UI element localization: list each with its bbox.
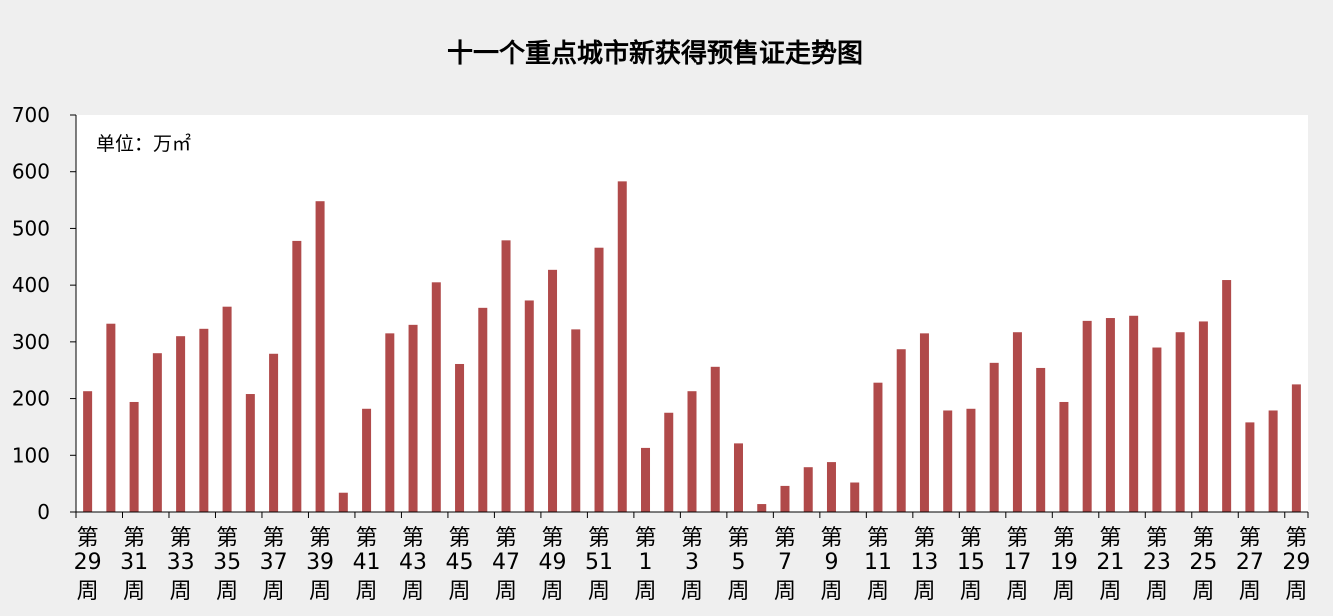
y-tick-label: 100	[12, 443, 50, 467]
y-axis: 0 100 200 300 400 500 600 700	[12, 103, 77, 524]
bar-第32周	[152, 353, 162, 512]
bar-第9周	[826, 462, 836, 512]
bar-第37周	[269, 353, 279, 512]
bar-第11周	[873, 382, 883, 512]
bar-第51周	[594, 247, 604, 512]
x-tick-label: 第 39 周	[306, 526, 334, 604]
y-tick-label: 0	[37, 500, 50, 524]
bar-第42周	[385, 333, 395, 512]
bar-第13周	[919, 333, 929, 512]
x-tick-label: 第 25 周	[1189, 526, 1217, 604]
bar-第26周	[1222, 280, 1232, 512]
y-tick-label: 700	[12, 103, 50, 127]
x-tick-label: 第 13 周	[910, 526, 938, 604]
bar-第44周	[431, 282, 441, 512]
bar-第6周	[757, 504, 767, 512]
y-tick-label: 500	[12, 216, 50, 240]
x-tick-label: 第 37 周	[260, 526, 288, 604]
bar-第1周	[641, 447, 651, 512]
bar-第27周	[1245, 422, 1255, 512]
bar-第33周	[176, 336, 186, 512]
bar-第30周	[106, 323, 116, 512]
x-tick-label: 第 45 周	[446, 526, 474, 604]
bar-第46周	[478, 307, 488, 512]
bar-第23周	[1152, 347, 1162, 512]
bar-第25周	[1198, 321, 1208, 512]
bar-第41周	[362, 408, 372, 512]
bar-第20周	[1082, 320, 1092, 512]
y-tick-label: 600	[12, 160, 50, 184]
bar-第47周	[501, 240, 511, 512]
x-axis: 第 29 周第 31 周第 33 周第 35 周第 37 周第 39 周第 41 周第 43 周第 45 周第 47 周…	[74, 511, 1310, 604]
bar-第2周	[664, 412, 674, 512]
x-tick-label: 第 41 周	[353, 526, 381, 604]
bar-第14周	[943, 410, 953, 512]
bar-第12周	[896, 349, 906, 512]
bar-第43周	[408, 324, 418, 512]
bar-第15周	[966, 408, 976, 512]
bar-第36周	[245, 394, 255, 512]
bar-第29周	[1291, 384, 1301, 512]
bar-第19周	[1059, 401, 1069, 512]
bar-第22周	[1129, 315, 1139, 512]
bar-第5周	[733, 443, 743, 512]
bar-第4周	[710, 366, 720, 512]
chart-title: 十一个重点城市新获得预售证走势图	[447, 38, 863, 69]
bar-第10周	[850, 482, 860, 512]
x-tick-label: 第 31 周	[120, 526, 148, 604]
x-tick-label: 第 21 周	[1096, 526, 1124, 604]
bar-第48周	[524, 300, 534, 512]
bar-第28周	[1268, 410, 1278, 512]
y-tick-label: 300	[12, 330, 50, 354]
x-tick-label: 第 43 周	[399, 526, 427, 604]
x-tick-label: 第 49 周	[539, 526, 567, 604]
bar-第24周	[1175, 332, 1185, 512]
bar-第8周	[803, 467, 813, 512]
bar-第34周	[199, 328, 209, 512]
bar-第39周	[315, 201, 325, 512]
bar-第40周	[338, 492, 348, 512]
x-tick-label: 第 23 周	[1143, 526, 1171, 604]
y-tick-label: 200	[12, 387, 50, 411]
x-tick-label: 第 19 周	[1050, 526, 1078, 604]
x-tick-label: 第 15 周	[957, 526, 985, 604]
x-tick-label: 第 27 周	[1236, 526, 1264, 604]
bar-第38周	[292, 240, 302, 512]
bar-第35周	[222, 306, 232, 512]
bar-第45周	[455, 363, 465, 512]
y-tick-label: 400	[12, 273, 50, 297]
x-tick-label: 第 33 周	[167, 526, 195, 604]
bar-第16周	[989, 362, 999, 512]
x-tick-label: 第 47 周	[492, 526, 520, 604]
bar-第31周	[129, 401, 139, 512]
unit-label: 单位：万㎡	[96, 132, 191, 155]
bar-第3周	[687, 391, 697, 512]
bars-group	[83, 181, 1301, 513]
bar-第29周	[83, 391, 93, 512]
bar-第49周	[548, 269, 558, 512]
bar-第7周	[780, 485, 790, 512]
x-tick-label: 第 35 周	[213, 526, 241, 604]
x-tick-label: 第 29 周	[1282, 526, 1310, 604]
bar-第17周	[1012, 332, 1022, 512]
bar-第52周	[617, 181, 627, 513]
bar-第18周	[1036, 367, 1046, 512]
x-tick-label: 第 17 周	[1003, 526, 1031, 604]
x-tick-label: 第 11 周	[864, 526, 892, 604]
bar-第21周	[1105, 318, 1115, 512]
x-tick-label: 第 29 周	[74, 526, 102, 604]
bar-第50周	[571, 329, 581, 512]
x-tick-label: 第 51 周	[585, 526, 613, 604]
